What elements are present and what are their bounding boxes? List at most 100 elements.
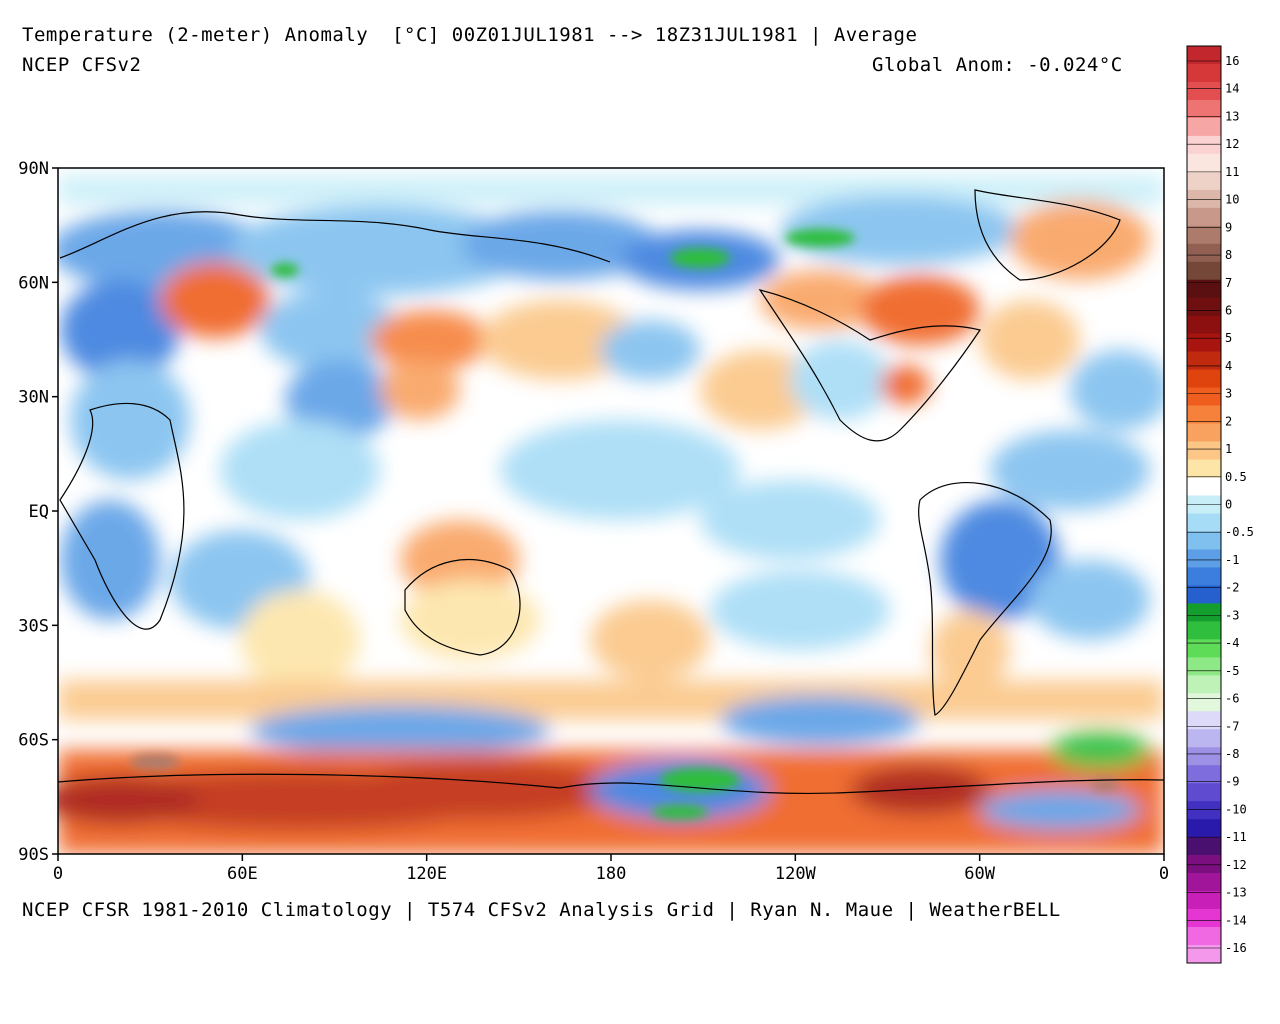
colorbar-label: 12 — [1225, 137, 1239, 151]
colorbar-label: -5 — [1225, 664, 1239, 678]
colorbar-swatch — [1187, 261, 1221, 281]
data-credit: NCEP CFSR 1981-2010 Climatology | T574 C… — [22, 899, 1061, 921]
colorbar-label: 9 — [1225, 220, 1232, 234]
colorbar-swatch — [1187, 423, 1221, 442]
global-anomaly-readout: Global Anom: -0.024°C — [872, 54, 1123, 76]
lon-label: 120E — [406, 864, 447, 884]
color-legend: 16 14 13 12 11 10 9 8 7 6 5 4 3 2 1 0.5 0 -0.5 -1 -2 -3 -4 -5 -… — [1186, 45, 1254, 964]
colorbar-swatch — [1187, 63, 1221, 83]
colorbar-swatch — [1187, 675, 1221, 694]
colorbar-label: -11 — [1225, 830, 1247, 844]
colorbar-swatch — [1187, 927, 1221, 946]
colorbar-swatch — [1187, 945, 1221, 964]
colorbar-label: -6 — [1225, 692, 1239, 706]
lat-label: 60S — [18, 731, 49, 751]
colorbar-label: -1 — [1225, 553, 1239, 567]
colorbar-swatch — [1187, 747, 1221, 766]
latitude-axis: 90N 60N 30N EQ 30S 60S 90S — [18, 159, 58, 865]
colorbar-label: 10 — [1225, 193, 1239, 207]
colorbar-swatch — [1187, 315, 1221, 334]
colorbar-swatch — [1187, 369, 1221, 388]
colorbar-label: 0 — [1225, 498, 1232, 512]
colorbar-label: 8 — [1225, 248, 1232, 262]
colorbar-swatch — [1187, 225, 1221, 245]
colorbar-label: 4 — [1225, 359, 1232, 373]
lat-label: 30N — [18, 388, 49, 408]
colorbar-swatch — [1187, 135, 1221, 155]
lon-label: 60E — [227, 864, 258, 884]
colorbar-swatch — [1187, 459, 1221, 478]
colorbar-swatch — [1187, 549, 1221, 568]
longitude-axis: 0 60E 120E 180 120W 60W 0 — [53, 854, 1169, 884]
lat-label: EQ — [29, 502, 49, 522]
colorbar-swatch — [1187, 46, 1221, 65]
colorbar-label: 11 — [1225, 165, 1239, 179]
model-name: NCEP CFSv2 — [22, 54, 142, 76]
lon-label: 0 — [1159, 864, 1169, 884]
colorbar-label: -13 — [1225, 886, 1247, 900]
colorbar-swatch — [1187, 855, 1221, 874]
colorbar-swatch — [1187, 711, 1221, 730]
colorbar-label: -8 — [1225, 747, 1239, 761]
colorbar-swatch — [1187, 99, 1221, 119]
colorbar-swatch — [1187, 117, 1221, 137]
colorbar-swatch — [1187, 351, 1221, 370]
colorbar-swatch — [1187, 801, 1221, 820]
colorbar-swatch — [1187, 603, 1221, 622]
lon-label: 120W — [775, 864, 817, 884]
colorbar-swatch — [1187, 81, 1221, 101]
colorbar-swatch — [1187, 477, 1221, 496]
colorbar-swatch — [1187, 243, 1221, 263]
colorbar-swatch — [1187, 531, 1221, 550]
colorbar-swatch — [1187, 405, 1221, 424]
lon-label: 60W — [964, 864, 995, 884]
lat-label: 90S — [18, 845, 49, 865]
colorbar-swatch — [1187, 621, 1221, 640]
colorbar-swatch — [1187, 387, 1221, 406]
colorbar-swatch — [1187, 873, 1221, 892]
colorbar-swatch — [1187, 909, 1221, 928]
colorbar-swatch — [1187, 513, 1221, 532]
colorbar-label: 6 — [1225, 303, 1232, 317]
lat-label: 60N — [18, 273, 49, 293]
colorbar-label: 2 — [1225, 414, 1232, 428]
anomaly-field — [58, 168, 1164, 854]
colorbar-label: 1 — [1225, 442, 1232, 456]
colorbar-swatch — [1187, 837, 1221, 856]
colorbar-label: 5 — [1225, 331, 1232, 345]
colorbar-swatch — [1187, 729, 1221, 748]
colorbar-label: -2 — [1225, 581, 1239, 595]
colorbar-swatch — [1187, 585, 1221, 604]
colorbar-swatch — [1187, 657, 1221, 676]
colorbar-swatch — [1187, 279, 1221, 299]
colorbar-label: 0.5 — [1225, 470, 1247, 484]
colorbar-swatch — [1187, 207, 1221, 227]
colorbar-swatch — [1187, 567, 1221, 586]
colorbar-label: -14 — [1225, 913, 1247, 927]
colorbar-label: -12 — [1225, 858, 1247, 872]
colorbar-swatch — [1187, 297, 1221, 317]
colorbar-label: -0.5 — [1225, 525, 1254, 539]
colorbar-swatch — [1187, 765, 1221, 784]
colorbar-label: -9 — [1225, 775, 1239, 789]
colorbar-swatch — [1187, 189, 1221, 209]
colorbar-swatch — [1187, 441, 1221, 460]
colorbar-label: -16 — [1225, 941, 1247, 955]
colorbar-label: -4 — [1225, 636, 1239, 650]
colorbar-swatch — [1187, 693, 1221, 712]
colorbar-label: 14 — [1225, 82, 1239, 96]
lat-label: 30S — [18, 616, 49, 636]
colorbar-label: 7 — [1225, 276, 1232, 290]
lon-label: 0 — [53, 864, 63, 884]
colorbar-swatch — [1187, 819, 1221, 838]
colorbar-label: 16 — [1225, 54, 1239, 68]
colorbar-label: -3 — [1225, 608, 1239, 622]
colorbar-swatch — [1187, 153, 1221, 173]
colorbar-label: 13 — [1225, 109, 1239, 123]
lon-label: 180 — [596, 864, 627, 884]
colorbar-swatch — [1187, 171, 1221, 191]
colorbar-swatch — [1187, 333, 1221, 352]
map-title: Temperature (2-meter) Anomaly [°C] 00Z01… — [22, 24, 918, 46]
colorbar-label: -10 — [1225, 802, 1247, 816]
